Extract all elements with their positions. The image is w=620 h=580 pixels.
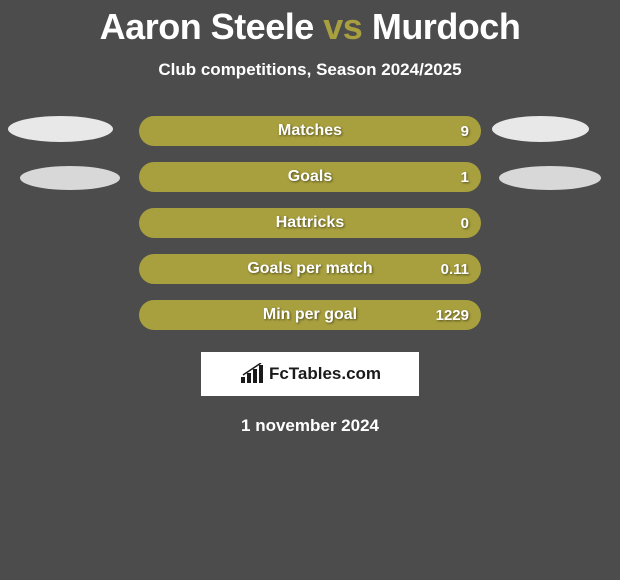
subtitle: Club competitions, Season 2024/2025 [0, 60, 620, 80]
date-label: 1 november 2024 [0, 416, 620, 436]
vs-separator: vs [323, 6, 362, 47]
stats-container: Matches 9 Goals 1 Hattricks 0 Goals per … [0, 116, 620, 330]
brand-text: FcTables.com [269, 364, 381, 384]
chart-icon [239, 363, 265, 385]
decor-ellipse-left-1 [8, 116, 113, 142]
stat-label: Goals [288, 168, 332, 186]
stat-value: 0 [461, 215, 469, 232]
stat-row: Matches 9 [139, 116, 481, 146]
stat-row: Hattricks 0 [139, 208, 481, 238]
page-title: Aaron Steele vs Murdoch [0, 0, 620, 48]
decor-ellipse-right-2 [499, 166, 601, 190]
stat-value: 1229 [436, 307, 469, 324]
stat-label: Hattricks [276, 214, 344, 232]
stat-label: Matches [278, 122, 342, 140]
stat-value: 1 [461, 169, 469, 186]
stat-label: Min per goal [263, 306, 357, 324]
player2-name: Murdoch [372, 6, 520, 47]
stat-row: Goals 1 [139, 162, 481, 192]
decor-ellipse-right-1 [492, 116, 589, 142]
stat-label: Goals per match [247, 260, 372, 278]
decor-ellipse-left-2 [20, 166, 120, 190]
player1-name: Aaron Steele [100, 6, 314, 47]
stat-value: 0.11 [441, 261, 469, 278]
stat-row: Goals per match 0.11 [139, 254, 481, 284]
stat-value: 9 [461, 123, 469, 140]
stat-row: Min per goal 1229 [139, 300, 481, 330]
brand-box: FcTables.com [201, 352, 419, 396]
